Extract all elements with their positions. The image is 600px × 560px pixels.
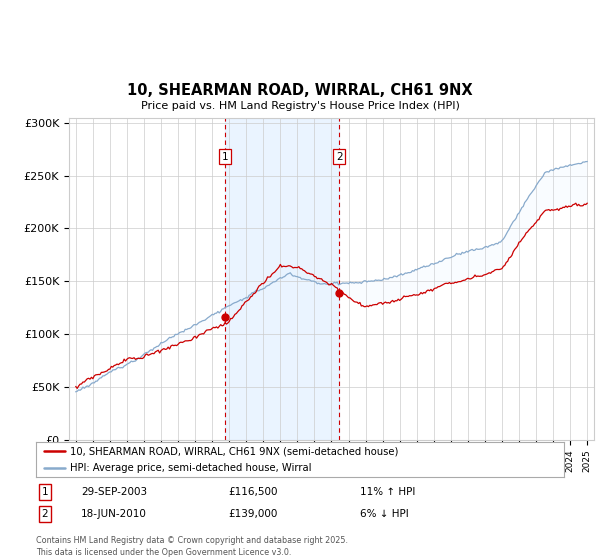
Text: £139,000: £139,000 bbox=[228, 509, 277, 519]
Text: 29-SEP-2003: 29-SEP-2003 bbox=[81, 487, 147, 497]
Text: 11% ↑ HPI: 11% ↑ HPI bbox=[360, 487, 415, 497]
Text: HPI: Average price, semi-detached house, Wirral: HPI: Average price, semi-detached house,… bbox=[70, 464, 312, 473]
Text: 6% ↓ HPI: 6% ↓ HPI bbox=[360, 509, 409, 519]
Text: Price paid vs. HM Land Registry's House Price Index (HPI): Price paid vs. HM Land Registry's House … bbox=[140, 101, 460, 111]
Text: 10, SHEARMAN ROAD, WIRRAL, CH61 9NX (semi-detached house): 10, SHEARMAN ROAD, WIRRAL, CH61 9NX (sem… bbox=[70, 446, 398, 456]
Text: 2: 2 bbox=[41, 509, 49, 519]
Text: 10, SHEARMAN ROAD, WIRRAL, CH61 9NX: 10, SHEARMAN ROAD, WIRRAL, CH61 9NX bbox=[127, 83, 473, 98]
Text: 1: 1 bbox=[221, 152, 228, 162]
Text: 2: 2 bbox=[336, 152, 343, 162]
Text: £116,500: £116,500 bbox=[228, 487, 277, 497]
Text: 18-JUN-2010: 18-JUN-2010 bbox=[81, 509, 147, 519]
Bar bbox=[225, 118, 340, 440]
Text: Contains HM Land Registry data © Crown copyright and database right 2025.
This d: Contains HM Land Registry data © Crown c… bbox=[36, 536, 348, 557]
Text: 1: 1 bbox=[41, 487, 49, 497]
